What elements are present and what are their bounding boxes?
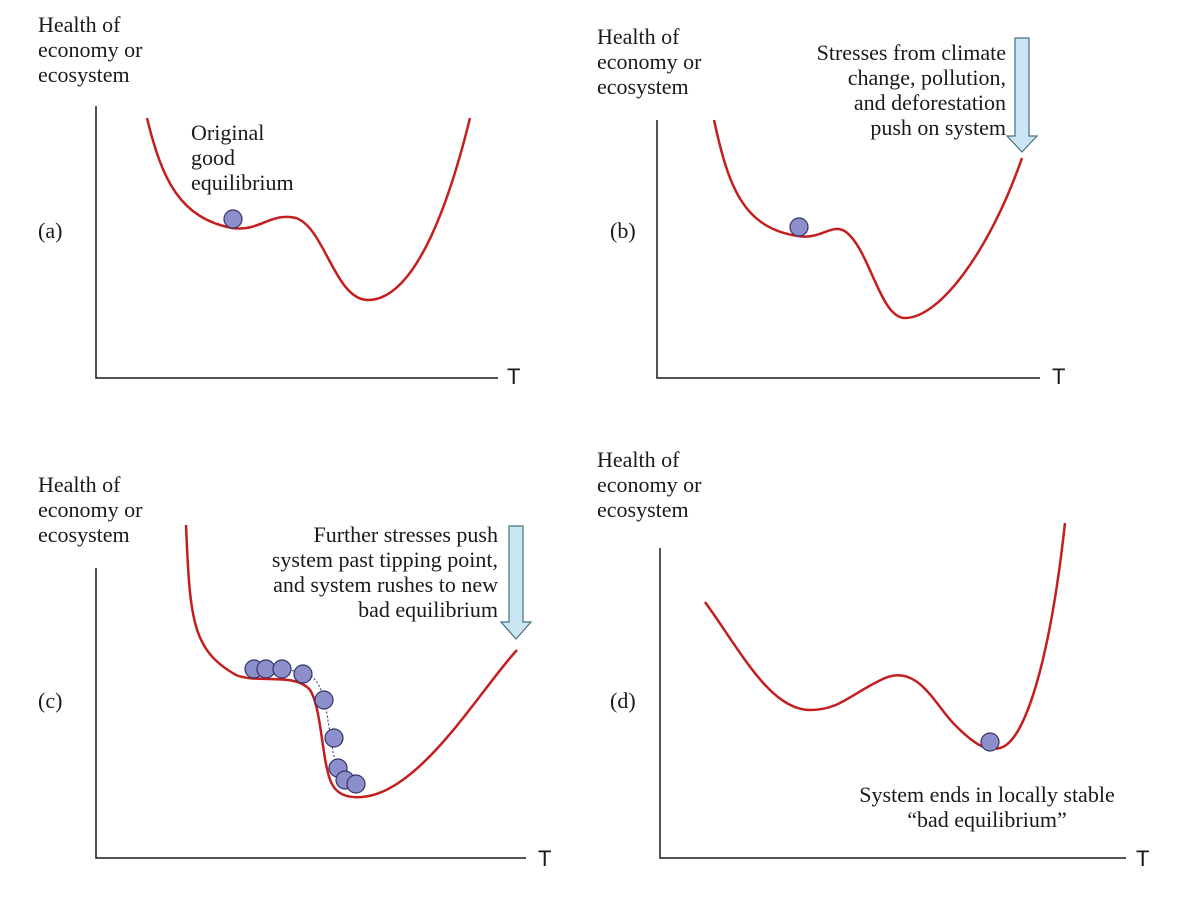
axes xyxy=(659,548,1126,859)
trajectory-arrow xyxy=(259,668,356,787)
landscape-curve xyxy=(712,119,1024,320)
ball xyxy=(272,659,292,679)
panel-tag: (b) xyxy=(610,218,636,243)
y-axis-label: Health of economy or ecosystem xyxy=(38,12,143,87)
ball xyxy=(293,664,313,684)
axes xyxy=(95,568,526,859)
x-axis-label: T xyxy=(507,364,521,389)
panel-tag: (c) xyxy=(38,688,63,713)
plot-c xyxy=(95,524,533,859)
axes xyxy=(656,120,1040,379)
panel-a: Health of economy or ecosystem (a) Origina… xyxy=(0,0,600,450)
landscape-curve xyxy=(703,522,1067,751)
landscape-curve xyxy=(145,117,472,302)
bad-equilibrium-note: System ends in locally stable “bad equili… xyxy=(859,782,1115,832)
equilibrium-ball xyxy=(980,732,1000,752)
panel-tag: (a) xyxy=(38,218,63,243)
panel-tag: (d) xyxy=(610,688,636,713)
equilibrium-ball xyxy=(223,209,243,229)
landscape-curve xyxy=(184,524,518,799)
down-arrow-icon xyxy=(1005,37,1039,153)
ball xyxy=(346,774,366,794)
y-axis-label: Health of economy or ecosystem xyxy=(597,24,702,99)
tipping-note: Further stresses push system past tipping… xyxy=(271,522,498,622)
x-axis-label: T xyxy=(1136,846,1150,871)
ball xyxy=(314,690,334,710)
equilibrium-ball xyxy=(789,217,809,237)
y-axis-label: Health of economy or ecosystem xyxy=(597,447,702,522)
ball xyxy=(256,659,276,679)
equilibrium-note: Original good equilibrium xyxy=(191,120,294,195)
y-axis-label: Health of economy or ecosystem xyxy=(38,472,143,547)
plot-d xyxy=(659,522,1126,859)
plot-a xyxy=(95,106,498,379)
panel-d: Health of economy or ecosystem (d) System … xyxy=(597,447,1200,900)
panel-b: Health of economy or ecosystem (b) Stresse… xyxy=(597,0,1200,450)
down-arrow-icon xyxy=(499,525,533,640)
x-axis-label: T xyxy=(538,846,552,871)
panel-c: Health of economy or ecosystem (c) Further… xyxy=(0,450,600,900)
ball xyxy=(324,728,344,748)
stress-note: Stresses from climate change, pollution, a… xyxy=(816,40,1006,140)
axes xyxy=(95,106,498,379)
x-axis-label: T xyxy=(1052,364,1066,389)
plot-b xyxy=(656,37,1040,379)
